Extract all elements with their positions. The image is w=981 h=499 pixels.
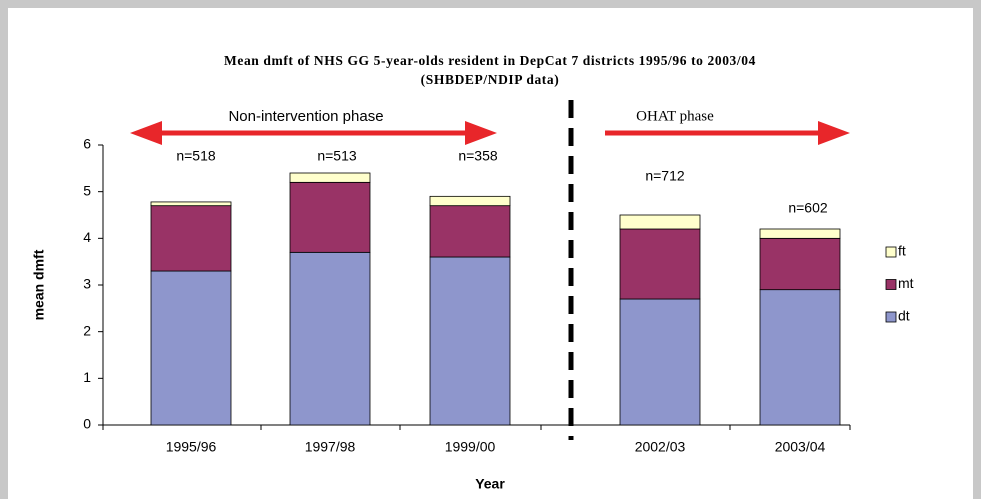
sample-size: n=513 — [317, 148, 357, 164]
bar-segment — [150, 270, 232, 426]
bar-segment — [150, 205, 232, 272]
x-tick-label: 1995/96 — [166, 439, 217, 455]
chart-subtitle: (SHBDEP/NDIP data) — [421, 72, 560, 87]
legend-label: ft — [898, 243, 906, 259]
arrow-head — [818, 121, 850, 145]
y-tick-label: 2 — [83, 322, 91, 338]
y-axis-title: mean dmft — [31, 249, 47, 320]
bar-segment — [429, 205, 511, 258]
arrow-head — [130, 121, 162, 145]
x-tick-label: 2002/03 — [635, 439, 686, 455]
legend-label: dt — [898, 308, 910, 324]
chart-title: Mean dmft of NHS GG 5-year-olds resident… — [224, 53, 756, 68]
legend-swatch — [885, 279, 897, 290]
bar-segment — [619, 214, 701, 230]
bar-segment — [759, 237, 841, 291]
y-tick-label: 5 — [83, 182, 91, 198]
x-tick-label: 2003/04 — [775, 439, 826, 455]
x-tick-label: 1999/00 — [445, 439, 496, 455]
sample-size: n=602 — [788, 200, 828, 216]
bar-segment — [289, 172, 371, 183]
x-axis-title: Year — [475, 476, 505, 492]
bar-segment — [429, 256, 511, 426]
legend-swatch — [885, 311, 897, 323]
x-tick-label: 1997/98 — [305, 439, 356, 455]
bar-segment — [759, 228, 841, 239]
bar-segment — [619, 298, 701, 426]
bar-segment — [619, 228, 701, 300]
y-tick-label: 4 — [83, 229, 91, 245]
phase-label: Non-intervention phase — [228, 108, 383, 125]
sample-size: n=712 — [645, 168, 685, 184]
bar-segment — [429, 195, 511, 207]
y-tick-label: 1 — [83, 369, 91, 385]
sample-size: n=518 — [176, 148, 216, 164]
legend-swatch — [885, 246, 897, 258]
y-tick-label: 6 — [83, 136, 91, 152]
bar-segment — [150, 201, 232, 207]
sample-size: n=358 — [458, 148, 498, 164]
phase-label: OHAT phase — [636, 108, 714, 124]
legend-label: mt — [898, 275, 914, 291]
bar-segment — [289, 251, 371, 426]
y-tick-label: 3 — [83, 276, 91, 292]
arrow-head — [465, 121, 497, 145]
bar-segment — [759, 289, 841, 426]
bar-segment — [289, 181, 371, 253]
y-tick-label: 0 — [83, 416, 91, 432]
